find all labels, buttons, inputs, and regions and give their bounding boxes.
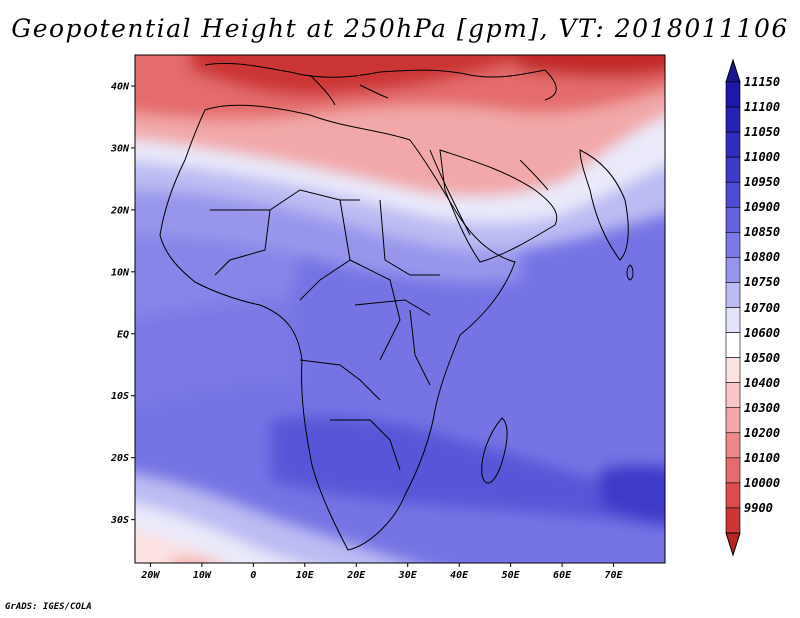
lon-tick-label: 40E [450,570,469,581]
colorbar-level-label: 10750 [744,275,781,290]
colorbar-level-label: 10300 [744,400,781,415]
lat-tick-label: 20N [110,205,130,216]
colorbar-swatch [725,156,741,183]
colorbar-swatch [725,432,741,459]
colorbar-level-label: 11150 [744,75,781,89]
height-field [135,55,665,563]
colorbar-swatch [725,332,741,358]
lon-tick-label: 0 [250,570,256,581]
colorbar-swatch [725,482,741,509]
colorbar-under-arrow [725,532,741,557]
colorbar-swatch [725,131,741,158]
colorbar-over-arrow [725,58,741,83]
lon-tick-label: 20W [140,570,160,581]
colorbar-swatch [725,81,741,108]
lat-tick-label: 20S [110,453,129,464]
colorbar-level-label: 10400 [744,375,781,390]
colorbar-level-label: 10200 [744,425,781,440]
colorbar-swatch [725,181,741,208]
colorbar-level-label: 9900 [744,500,773,515]
colorbar-level-label: 11050 [744,125,781,140]
colorbar-level-label: 11100 [744,100,781,115]
lat-tick-label: 10S [111,391,129,402]
colorbar-level-label: 10500 [744,350,781,365]
colorbar-level-label: 10600 [744,325,781,340]
colorbar-swatch [725,357,741,383]
colorbar-level-label: 10850 [744,225,781,240]
map-title: Geopotential Height at 250hPa [gpm], VT:… [11,14,789,43]
lon-tick-label: 50E [502,570,521,581]
longitude-axis: 20W 10W 0 10E 20E 30E 40E 50E 60E 70E [140,563,624,581]
colorbar-swatch [725,106,741,133]
lat-tick-label: 10N [111,267,130,278]
lat-tick-label: 30S [110,515,129,526]
colorbar-level-label: 10900 [744,200,781,215]
map-frame [134,54,666,564]
lat-tick-label: 30N [110,143,130,154]
footer-credit: GrADS: IGES/COLA [5,602,92,612]
lon-tick-label: 60E [553,570,572,581]
colorbar-level-label: 10000 [744,475,781,490]
colorbar-swatch [725,307,741,333]
colorbar-swatch [725,407,741,434]
colorbar-level-label: 10700 [744,300,781,315]
colorbar-swatch [725,232,741,258]
lon-tick-label: 10W [193,570,212,581]
colorbar-swatch [725,282,741,308]
colorbar-level-label: 10800 [744,250,781,265]
lon-tick-label: 10E [296,570,315,581]
colorbar-swatch [725,457,741,484]
colorbar-level-label: 11000 [744,150,781,165]
latitude-axis: 40N 30N 20N 10N EQ 10S 20S 30S [110,81,135,526]
lat-tick-label: 40N [111,81,130,92]
colorbar-swatch [725,507,741,534]
colorbar-level-label: 10950 [744,175,781,190]
lat-tick-label: EQ [117,329,129,340]
colorbar [725,58,741,557]
colorbar-swatch [725,257,741,283]
lon-tick-label: 70E [605,570,624,581]
lon-tick-label: 30E [398,570,418,581]
coastlines [159,62,634,551]
colorbar-swatch [725,382,741,409]
colorbar-swatch [725,206,741,233]
lon-tick-label: 20E [346,570,366,581]
colorbar-level-label: 10100 [744,450,781,465]
